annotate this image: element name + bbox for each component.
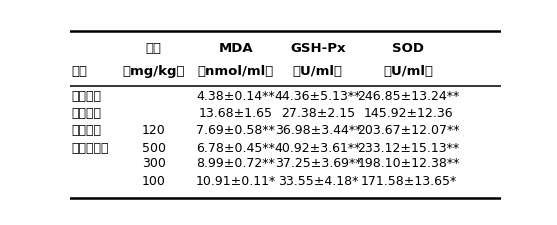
Text: 145.92±12.36: 145.92±12.36	[364, 106, 453, 119]
Text: MDA: MDA	[218, 42, 253, 55]
Text: 120: 120	[142, 124, 165, 137]
Text: 联苯双酯: 联苯双酯	[72, 124, 102, 137]
Text: 组别: 组别	[72, 65, 88, 78]
Text: 13.68±1.65: 13.68±1.65	[199, 106, 273, 119]
Text: 石仙桃多糖: 石仙桃多糖	[72, 141, 109, 154]
Text: （U/ml）: （U/ml）	[383, 65, 433, 78]
Text: 171.58±13.65*: 171.58±13.65*	[360, 174, 457, 187]
Text: 36.98±3.44**: 36.98±3.44**	[275, 124, 361, 137]
Text: 7.69±0.58**: 7.69±0.58**	[197, 124, 275, 137]
Text: 模型对照: 模型对照	[72, 106, 102, 119]
Text: 233.12±15.13**: 233.12±15.13**	[358, 141, 460, 154]
Text: （nmol/ml）: （nmol/ml）	[198, 65, 274, 78]
Text: GSH-Px: GSH-Px	[290, 42, 345, 55]
Text: 246.85±13.24**: 246.85±13.24**	[358, 90, 460, 103]
Text: （U/ml）: （U/ml）	[293, 65, 343, 78]
Text: 198.10±12.38**: 198.10±12.38**	[357, 157, 460, 169]
Text: 剂量: 剂量	[146, 42, 162, 55]
Text: 10.91±0.11*: 10.91±0.11*	[196, 174, 276, 187]
Text: 6.78±0.45**: 6.78±0.45**	[197, 141, 275, 154]
Text: 37.25±3.69**: 37.25±3.69**	[275, 157, 361, 169]
Text: 8.99±0.72**: 8.99±0.72**	[197, 157, 275, 169]
Text: SOD: SOD	[393, 42, 424, 55]
Text: 40.92±3.61**: 40.92±3.61**	[275, 141, 361, 154]
Text: 203.67±12.07**: 203.67±12.07**	[357, 124, 460, 137]
Text: 正常对照: 正常对照	[72, 90, 102, 103]
Text: 300: 300	[142, 157, 166, 169]
Text: 27.38±2.15: 27.38±2.15	[281, 106, 355, 119]
Text: 33.55±4.18*: 33.55±4.18*	[277, 174, 358, 187]
Text: 44.36±5.13**: 44.36±5.13**	[275, 90, 361, 103]
Text: 100: 100	[142, 174, 166, 187]
Text: 500: 500	[142, 141, 166, 154]
Text: （mg/kg）: （mg/kg）	[123, 65, 185, 78]
Text: 4.38±0.14**: 4.38±0.14**	[197, 90, 275, 103]
